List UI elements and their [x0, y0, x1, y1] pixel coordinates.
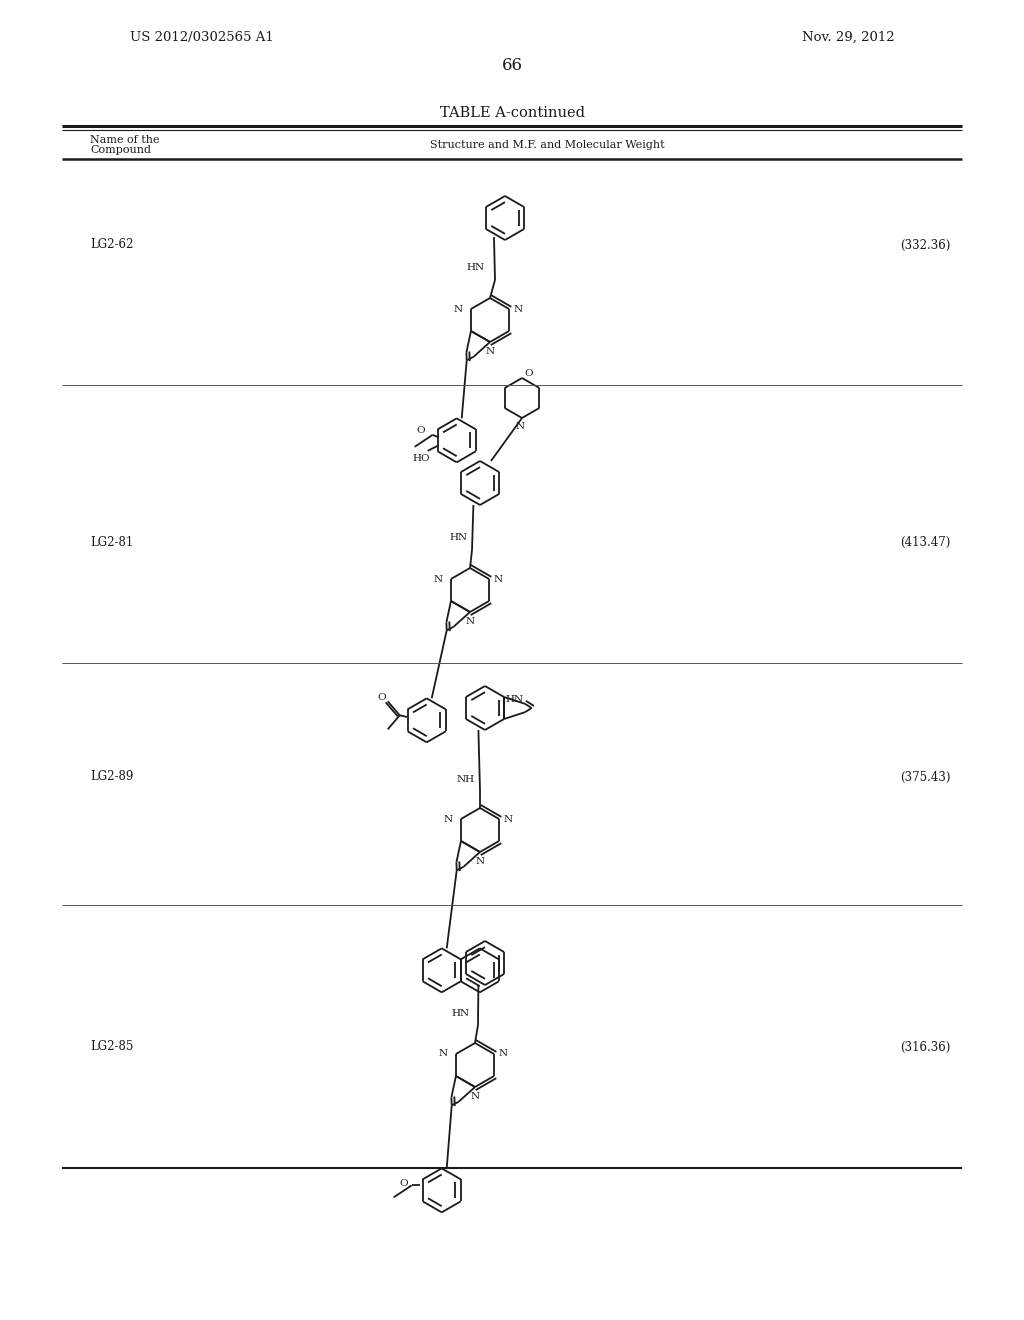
Text: N: N [443, 814, 453, 824]
Text: Compound: Compound [90, 145, 151, 154]
Text: O: O [399, 1179, 408, 1188]
Text: N: N [513, 305, 522, 314]
Text: N: N [434, 574, 443, 583]
Text: 66: 66 [502, 57, 522, 74]
Text: HN: HN [452, 1008, 470, 1018]
Text: N: N [485, 347, 495, 356]
Text: N: N [498, 1049, 507, 1059]
Text: Name of the: Name of the [90, 135, 160, 145]
Text: NH: NH [457, 776, 475, 784]
Text: Nov. 29, 2012: Nov. 29, 2012 [803, 30, 895, 44]
Text: HN: HN [450, 533, 468, 543]
Text: O: O [416, 426, 425, 436]
Text: LG2-81: LG2-81 [90, 536, 133, 549]
Text: LG2-89: LG2-89 [90, 771, 133, 784]
Text: N: N [475, 857, 484, 866]
Text: TABLE A-continued: TABLE A-continued [439, 106, 585, 120]
Text: N: N [454, 305, 463, 314]
Text: N: N [503, 814, 512, 824]
Text: Structure and M.F. and Molecular Weight: Structure and M.F. and Molecular Weight [430, 140, 665, 150]
Text: O: O [378, 693, 386, 702]
Text: (316.36): (316.36) [900, 1040, 950, 1053]
Text: HN: HN [467, 264, 485, 272]
Text: O: O [524, 370, 532, 379]
Text: N: N [439, 1049, 447, 1059]
Text: (332.36): (332.36) [900, 239, 950, 252]
Text: (413.47): (413.47) [900, 536, 950, 549]
Text: HO: HO [412, 454, 430, 463]
Text: US 2012/0302565 A1: US 2012/0302565 A1 [130, 30, 273, 44]
Text: N: N [466, 616, 474, 626]
Text: HN: HN [506, 696, 523, 705]
Text: (375.43): (375.43) [900, 771, 950, 784]
Text: N: N [493, 574, 502, 583]
Text: LG2-62: LG2-62 [90, 239, 133, 252]
Text: LG2-85: LG2-85 [90, 1040, 133, 1053]
Text: N: N [515, 422, 524, 432]
Text: N: N [470, 1092, 479, 1101]
